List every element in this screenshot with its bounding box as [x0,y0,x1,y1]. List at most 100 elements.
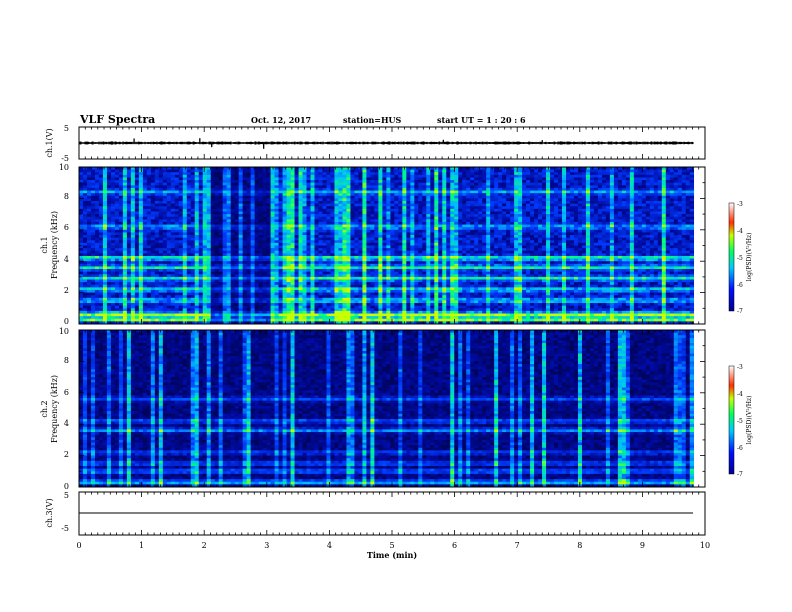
spectrogram-cell [350,177,355,181]
spectrogram-cell [442,224,447,228]
spectrogram-cell [482,177,487,181]
spectrogram-cell [322,174,327,178]
spectrogram-cell [82,198,88,202]
spectrogram-cell [322,242,327,246]
spectrogram-cell [374,206,379,210]
spectrogram-cell [550,240,555,244]
spectrogram-cell [550,214,555,218]
spectrogram-cell [190,211,196,215]
spectrogram-cell [162,169,168,173]
spectrogram-cell [274,248,279,252]
spectrogram-cell [286,187,291,191]
spectrogram-cell [450,240,455,244]
spectrogram-cell [522,242,527,246]
spectrogram-cell [206,174,212,178]
spectrogram-cell [374,216,379,220]
spectrogram-cell [318,216,323,220]
spectrogram-cell [434,185,439,189]
spectrogram-cell [150,211,156,215]
spectrogram-cell [222,203,227,207]
spectrogram-cell [629,224,635,228]
spectrogram-cell [202,198,208,202]
spectrogram-cell [450,235,455,238]
spectrogram-cell [653,201,659,204]
spectrogram-cell [90,216,96,220]
spectrogram-cell [162,167,168,170]
spectrogram-cell [558,169,563,173]
spectrogram-cell [198,248,204,252]
spectrogram-cell [653,214,659,218]
spectrogram-cell [593,232,599,236]
spectrogram-cell [350,240,355,244]
spectrogram-cell [685,187,691,191]
spectrogram-cell [450,211,455,215]
spectrogram-cell [350,193,355,197]
spectrogram-cell [86,195,92,199]
spectrogram-cell [486,208,491,212]
spectrogram-cell [118,232,124,236]
spectrogram-cell [689,208,695,212]
spectrogram-cell [86,227,92,231]
spectrogram-cell [202,245,208,249]
spectrogram-cell [294,214,299,218]
spectrogram-cell [498,208,503,212]
spectrogram-cell [406,232,411,236]
spectrogram-cell [358,203,363,207]
spectrogram-cell [617,214,623,218]
start-time-label: start UT = 1 : 20 : 6 [437,115,526,125]
spectrogram-cell [98,180,104,183]
spectrogram-cell [162,187,168,191]
spectrogram-cell [510,169,515,173]
spectrogram-cell [310,201,315,204]
spectrogram-cell [494,235,499,238]
spectrogram-cell [681,235,687,238]
spectrogram-cell [142,174,148,178]
spectrogram-cell [506,224,511,228]
spectrogram-cell [641,216,647,220]
spectrogram-cell [214,177,220,181]
spectrogram-cell [122,250,128,254]
spectrogram-cell [114,214,120,218]
spectrogram-cell [194,167,200,170]
spectrogram-cell [566,193,571,197]
spectrogram-cell [302,193,307,197]
spectrogram-cell [286,190,291,194]
spectrogram-cell [298,180,303,183]
spectrogram-cell [653,227,659,231]
spectrogram-cell [318,235,323,238]
spectrogram-cell [190,221,196,225]
spectrogram-cell [142,195,148,199]
spectrogram-cell [94,182,100,186]
spectrogram-cell [126,224,132,228]
spectrogram-cell [334,206,339,210]
spectrogram-cell [669,208,675,212]
spectrogram-cell [637,190,643,194]
spectrogram-cell [330,169,335,173]
spectrogram-cell [326,216,331,220]
spectrogram-cell [478,216,483,220]
spectrogram-cell [162,203,168,207]
spectrogram-cell [154,187,160,191]
spectrogram-cell [170,216,176,220]
spectrogram-cell [645,180,651,183]
spectrogram-cell [374,232,379,236]
spectrogram-cell [649,242,655,246]
spectrogram-cell [258,216,263,220]
spectrogram-cell [166,206,172,210]
spectrogram-cell [661,174,667,178]
spectrogram-cell [398,193,403,197]
spectrogram-cell [314,221,319,225]
spectrogram-cell [558,182,563,186]
spectrogram-cell [118,224,124,228]
spectrogram-cell [278,195,283,199]
spectrogram-cell [114,221,120,225]
spectrogram-cell [677,180,683,183]
spectrogram-cell [629,195,635,199]
spectrogram-cell [286,242,291,246]
spectrogram-cell [86,237,92,241]
spectrogram-cell [266,235,271,238]
spectrogram-cell [414,167,419,170]
spectrogram-cell [470,224,475,228]
spectrogram-cell [689,198,695,202]
spectrogram-cell [306,227,311,231]
